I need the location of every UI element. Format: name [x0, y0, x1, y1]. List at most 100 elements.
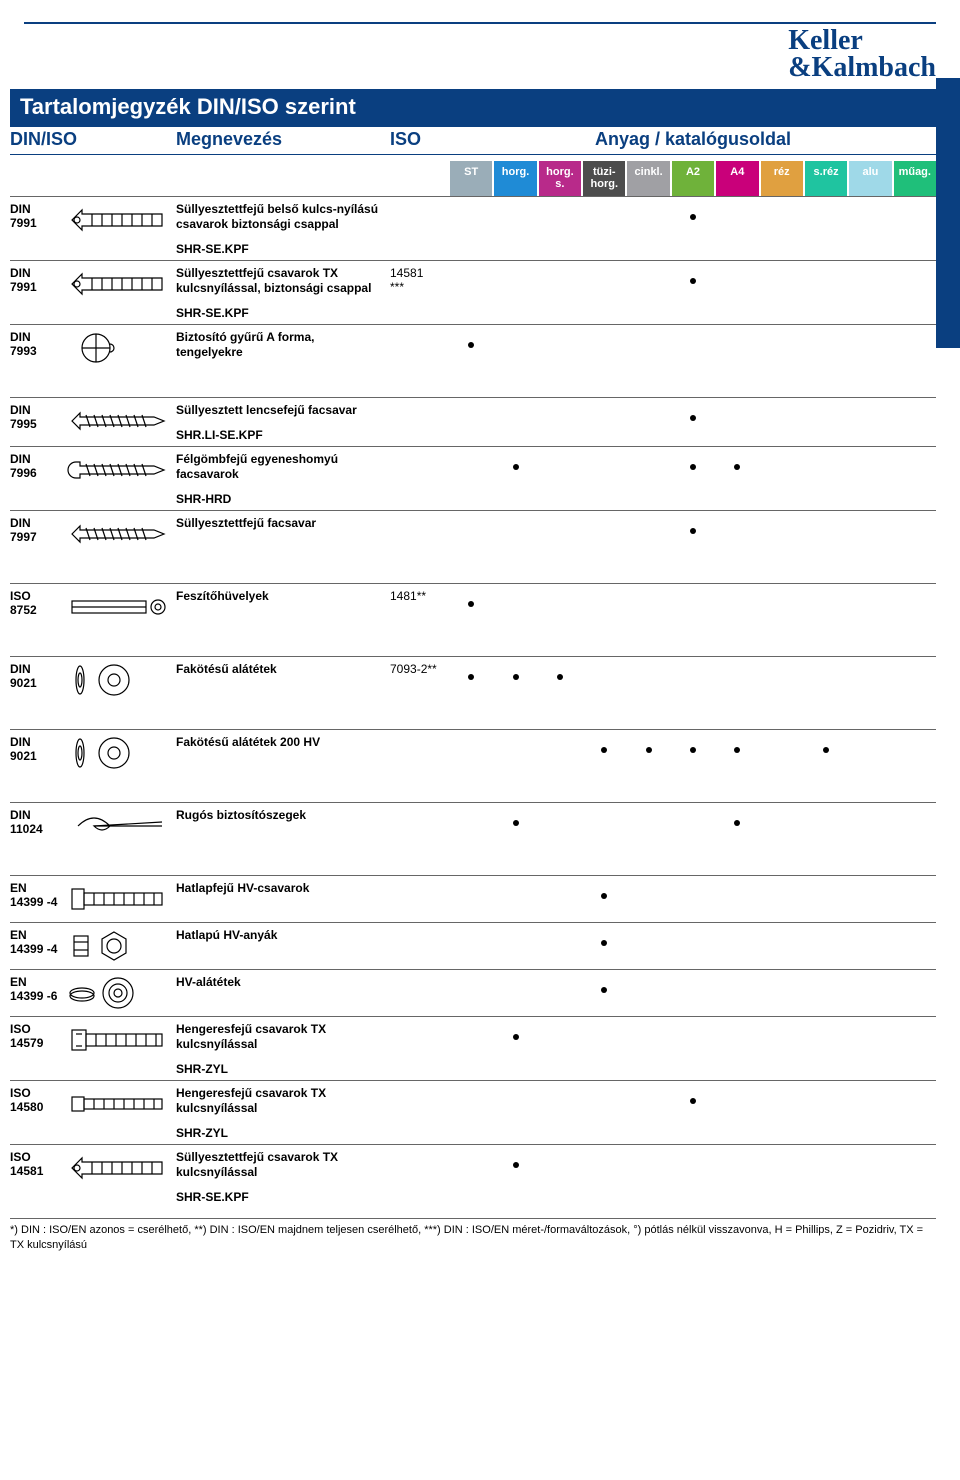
dot-icon: [468, 342, 474, 348]
material-header-1: horg.: [494, 161, 536, 196]
table-row: DIN7997 Süllyesztettfejű facsavar: [10, 510, 936, 557]
page-title: Tartalomjegyzék DIN/ISO szerint: [10, 89, 936, 127]
cell-name: Süllyesztett lencsefejű facsavarSHR.LI-S…: [176, 401, 390, 443]
cell-iso: [390, 806, 450, 808]
cell-iso: [390, 328, 450, 330]
dot-icon: [734, 820, 740, 826]
cell-sub: SHR.LI-SE.KPF: [176, 428, 384, 443]
dot-icon: [601, 747, 607, 753]
cell-icon: [66, 973, 176, 1013]
material-header-7: réz: [761, 161, 803, 196]
dot-icon: [557, 674, 563, 680]
cell-iso: [390, 450, 450, 452]
dot-icon: [513, 1034, 519, 1040]
cell-name: Süllyesztettfejű csavarok TX kulcsnyílás…: [176, 1148, 390, 1205]
dot-icon: [690, 464, 696, 470]
dot-icon: [513, 464, 519, 470]
cell-din: DIN7991: [10, 200, 66, 230]
material-header-row: SThorg.horg.s.tüzi-horg.cinkl.A2A4rézs.r…: [10, 161, 936, 196]
dot-icon: [601, 893, 607, 899]
dot-icon: [513, 820, 519, 826]
dot-icon: [646, 747, 652, 753]
cell-din: ISO14579: [10, 1020, 66, 1050]
cell-name: Hatlapfejű HV-csavarok: [176, 879, 390, 896]
header-material: Anyag / katalógusoldal: [450, 129, 936, 150]
cell-iso: [390, 401, 450, 403]
header-name: Megnevezés: [176, 129, 390, 150]
cell-iso: [390, 1148, 450, 1150]
cell-icon: [66, 1020, 176, 1060]
table-row: DIN7996Félgömbfejű egyeneshomyú facsavar…: [10, 446, 936, 510]
cell-name: Süllyesztettfejű facsavar: [176, 514, 390, 531]
dot-icon: [690, 747, 696, 753]
table-row: DIN7991Süllyesztettfejű csavarok TX kulc…: [10, 260, 936, 324]
table-row: ISO14580 Hengeresfejű csavarok TX kulcsny…: [10, 1080, 936, 1144]
cell-icon: [66, 926, 176, 966]
cell-din: ISO14581: [10, 1148, 66, 1178]
table-row: ISO14579 Hengeresfejű csavarok TX kulcsny…: [10, 1016, 936, 1080]
cell-din: DIN7993: [10, 328, 66, 358]
cell-sub: SHR-SE.KPF: [176, 1190, 384, 1205]
cell-icon: [66, 1148, 176, 1188]
cell-din: DIN7996: [10, 450, 66, 480]
cell-iso: 7093-2**: [390, 660, 450, 676]
cell-sub: SHR-SE.KPF: [176, 306, 384, 321]
material-header-4: cinkl.: [627, 161, 669, 196]
brand-line2: &Kalmbach: [788, 52, 936, 83]
cell-name: Biztosító gyűrű A forma, tengelyekre: [176, 328, 390, 360]
table-row: DIN7991Süllyesztettfejű belső kulcs-nyíl…: [10, 196, 936, 260]
material-header-8: s.réz: [805, 161, 847, 196]
cell-icon: [66, 450, 176, 490]
table-body: DIN7991Süllyesztettfejű belső kulcs-nyíl…: [10, 196, 936, 1208]
cell-name: HV-alátétek: [176, 973, 390, 990]
dot-icon: [690, 1098, 696, 1104]
cell-name: Fakötésű alátétek: [176, 660, 390, 677]
table-row: DIN9021 Fakötésű alátétek7093-2**: [10, 656, 936, 703]
cell-icon: [66, 587, 176, 627]
cell-din: DIN9021: [10, 660, 66, 690]
cell-icon: [66, 264, 176, 304]
cell-sub: SHR-SE.KPF: [176, 242, 384, 257]
cell-iso: 1481**: [390, 587, 450, 603]
page: Keller &Kalmbach Tartalomjegyzék DIN/ISO…: [0, 0, 960, 1253]
cell-icon: [66, 733, 176, 773]
material-header-5: A2: [672, 161, 714, 196]
cell-name: Hengeresfejű csavarok TX kulcsnyílássalS…: [176, 1020, 390, 1077]
dot-icon: [690, 214, 696, 220]
cell-icon: [66, 200, 176, 240]
cell-sub: SHR-ZYL: [176, 1062, 384, 1077]
material-header-6: A4: [716, 161, 758, 196]
cell-name: Hatlapú HV-anyák: [176, 926, 390, 943]
cell-name: Hengeresfejű csavarok TX kulcsnyílássalS…: [176, 1084, 390, 1141]
column-headers: DIN/ISO Megnevezés ISO Anyag / katalógus…: [10, 129, 936, 155]
table-row: EN14399 -6 HV-alátétek: [10, 969, 936, 1016]
cell-sub: SHR-HRD: [176, 492, 384, 507]
footnote: *) DIN : ISO/EN azonos = cserélhető, **)…: [10, 1218, 936, 1253]
cell-din: EN14399 -4: [10, 926, 66, 956]
table-row: EN14399 -4Hatlapfejű HV-csavarok: [10, 875, 936, 922]
table-row: ISO14581 Süllyesztettfejű csavarok TX kul…: [10, 1144, 936, 1208]
dot-icon: [601, 940, 607, 946]
cell-icon: [66, 328, 176, 368]
cell-din: ISO14580: [10, 1084, 66, 1114]
cell-icon: [66, 879, 176, 919]
cell-din: DIN7995: [10, 401, 66, 431]
material-header-2: horg.s.: [539, 161, 581, 196]
cell-iso: [390, 514, 450, 516]
cell-iso: 14581***: [390, 264, 450, 294]
header-diniso: DIN/ISO: [10, 129, 66, 150]
side-tab: [936, 78, 960, 348]
dot-icon: [468, 601, 474, 607]
cell-iso: [390, 879, 450, 881]
brand-logo: Keller &Kalmbach: [0, 24, 960, 81]
cell-name: Rugós biztosítószegek: [176, 806, 390, 823]
table-row: DIN9021Fakötésű alátétek 200 HV: [10, 729, 936, 776]
cell-din: EN14399 -6: [10, 973, 66, 1003]
table-row: DIN7995 Süllyesztett lencsefejű facsavarS…: [10, 397, 936, 446]
dot-icon: [823, 747, 829, 753]
cell-name: Fakötésű alátétek 200 HV: [176, 733, 390, 750]
cell-din: DIN11024: [10, 806, 66, 836]
cell-din: DIN7997: [10, 514, 66, 544]
cell-icon: [66, 660, 176, 700]
cell-iso: [390, 1084, 450, 1086]
